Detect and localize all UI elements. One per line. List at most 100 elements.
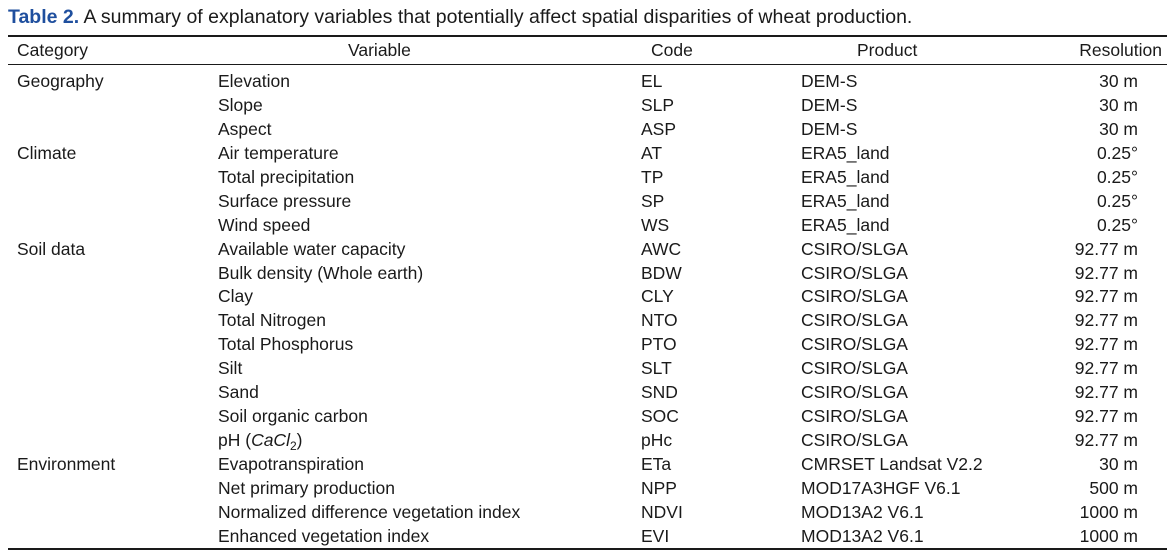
cell-product: ERA5_land [801,215,890,235]
cell-code: SND [641,382,678,402]
cell-variable: Enhanced vegetation index [218,526,430,546]
cell-code: CLY [641,286,674,306]
header-product: Product [857,40,918,60]
cell-variable: Total Phosphorus [218,334,354,354]
table-row: Total Nitrogen NTO CSIRO/SLGA 92.77 m [0,308,1175,332]
cell-product: CSIRO/SLGA [801,382,908,402]
cell-product: CMRSET Landsat V2.2 [801,454,983,474]
cell-resolution: 92.77 m [1074,263,1138,283]
cell-variable: Net primary production [218,478,396,498]
cell-code: NTO [641,310,678,330]
table-row: Clay CLY CSIRO/SLGA 92.77 m [0,284,1175,308]
cell-code: NDVI [641,502,683,522]
cell-resolution: 92.77 m [1074,239,1138,259]
cell-resolution: 500 m [1089,478,1138,498]
table-row: Geography Elevation EL DEM-S 30 m [0,69,1175,93]
cell-variable-formula: CaCl [251,430,290,450]
cell-category: Soil data [17,239,86,259]
cell-product: MOD17A3HGF V6.1 [801,478,961,498]
table-caption: Table 2. A summary of explanatory variab… [8,4,912,30]
cell-code: EL [641,71,663,91]
cell-product: DEM-S [801,119,858,139]
table-row: Environment Evapotranspiration ETa CMRSE… [0,452,1175,476]
cell-resolution: 1000 m [1079,526,1138,546]
table-row: Slope SLP DEM-S 30 m [0,93,1175,117]
cell-product: CSIRO/SLGA [801,358,908,378]
table-row: Soil data Available water capacity AWC C… [0,237,1175,261]
cell-resolution: 0.25° [1096,143,1138,163]
cell-code: pHc [641,430,673,450]
cell-product: CSIRO/SLGA [801,239,908,259]
cell-resolution: 0.25° [1096,215,1138,235]
cell-variable: Normalized difference vegetation index [218,502,521,522]
table-row: Silt SLT CSIRO/SLGA 92.77 m [0,356,1175,380]
table-row: Sand SND CSIRO/SLGA 92.77 m [0,380,1175,404]
cell-resolution: 92.77 m [1074,286,1138,306]
cell-resolution: 30 m [1099,71,1138,91]
cell-category: Climate [17,143,77,163]
cell-product: CSIRO/SLGA [801,334,908,354]
cell-variable: Aspect [218,119,272,139]
cell-product: MOD13A2 V6.1 [801,526,924,546]
table-row: Surface pressure SP ERA5_land 0.25° [0,189,1175,213]
cell-resolution: 92.77 m [1074,430,1138,450]
cell-resolution: 30 m [1099,454,1138,474]
cell-product: DEM-S [801,95,858,115]
cell-code: NPP [641,478,677,498]
table-bottom-rule [8,548,1167,550]
cell-resolution: 92.77 m [1074,382,1138,402]
cell-code: AWC [641,239,682,259]
cell-variable: Surface pressure [218,191,352,211]
cell-code: ETa [641,454,672,474]
table-header-rule [8,64,1167,65]
cell-product: MOD13A2 V6.1 [801,502,924,522]
cell-product: CSIRO/SLGA [801,286,908,306]
cell-product: CSIRO/SLGA [801,430,908,450]
cell-variable: pH (CaCl2) [218,428,302,452]
cell-resolution: 0.25° [1096,191,1138,211]
table-row: Net primary production NPP MOD17A3HGF V6… [0,476,1175,500]
cell-product: CSIRO/SLGA [801,263,908,283]
cell-resolution: 92.77 m [1074,334,1138,354]
table-caption-label: Table 2. [8,6,80,28]
cell-resolution: 30 m [1099,119,1138,139]
cell-variable: Soil organic carbon [218,406,368,426]
cell-code: EVI [641,526,670,546]
cell-category: Environment [17,454,116,474]
table-row: Total Phosphorus PTO CSIRO/SLGA 92.77 m [0,332,1175,356]
cell-product: ERA5_land [801,167,890,187]
cell-variable: Bulk density (Whole earth) [218,263,424,283]
table-row: pH (CaCl2) pHc CSIRO/SLGA 92.77 m [0,428,1175,452]
header-resolution: Resolution [1079,40,1162,60]
cell-code: ASP [641,119,677,139]
cell-variable-suffix: ) [296,430,303,450]
cell-code: BDW [641,263,682,283]
table-row: Climate Air temperature AT ERA5_land 0.2… [0,141,1175,165]
header-category: Category [17,40,89,60]
table-row: Normalized difference vegetation index N… [0,500,1175,524]
table-row: Aspect ASP DEM-S 30 m [0,117,1175,141]
cell-variable: Total Nitrogen [218,310,326,330]
cell-resolution: 92.77 m [1074,310,1138,330]
cell-product: ERA5_land [801,143,890,163]
cell-resolution: 30 m [1099,95,1138,115]
cell-resolution: 0.25° [1096,167,1138,187]
table-row: Wind speed WS ERA5_land 0.25° [0,213,1175,237]
cell-variable: Sand [218,382,259,402]
cell-variable: Wind speed [218,215,311,235]
cell-variable-subscript: 2 [289,439,297,453]
cell-variable: Slope [218,95,263,115]
table-top-rule [8,35,1167,37]
cell-code: WS [641,215,670,235]
table-row: Soil organic carbon SOC CSIRO/SLGA 92.77… [0,404,1175,428]
cell-variable: Elevation [218,71,290,91]
cell-variable: Available water capacity [218,239,406,259]
table-caption-text: A summary of explanatory variables that … [79,6,913,28]
cell-product: ERA5_land [801,191,890,211]
cell-code: AT [641,143,663,163]
cell-variable: Air temperature [218,143,339,163]
cell-product: DEM-S [801,71,858,91]
cell-variable: Total precipitation [218,167,355,187]
cell-variable-prefix: pH ( [218,430,252,450]
cell-code: PTO [641,334,677,354]
